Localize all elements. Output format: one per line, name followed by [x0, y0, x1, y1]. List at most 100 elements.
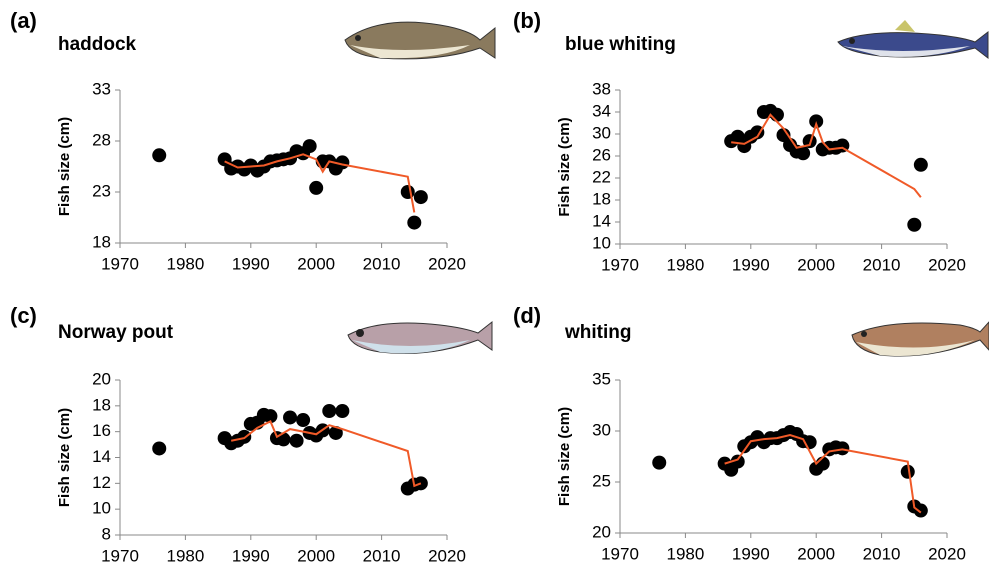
y-axis-label: Fish size (cm) [56, 117, 73, 216]
y-tick-label: 34 [592, 101, 611, 120]
y-axis-label: Fish size (cm) [556, 407, 573, 506]
trend-line [724, 434, 922, 514]
y-tick-label: 8 [102, 524, 111, 543]
x-tick-label: 1990 [232, 254, 270, 273]
data-point [400, 185, 415, 199]
data-point [328, 425, 343, 440]
y-tick-label: 30 [592, 420, 611, 439]
x-tick-label: 2010 [863, 255, 901, 274]
data-point [407, 215, 422, 230]
panel-label: (d) [513, 303, 541, 328]
fish-illustration [347, 320, 493, 354]
data-point [835, 441, 850, 456]
data-point [900, 464, 915, 479]
data-point [796, 146, 811, 161]
data-point [335, 404, 350, 418]
panel-title: blue whiting [565, 34, 676, 55]
x-tick-label: 2020 [428, 254, 466, 273]
data-point [152, 441, 167, 456]
data-point [276, 432, 291, 447]
trend-line [224, 153, 416, 213]
x-tick-label: 1980 [166, 254, 204, 273]
y-axis-label: Fish size (cm) [556, 117, 573, 216]
fish-illustration [837, 20, 989, 60]
y-tick-label: 25 [592, 471, 611, 490]
y-tick-label: 33 [92, 79, 111, 98]
fish-illustration [344, 21, 496, 60]
x-tick-label: 2010 [363, 254, 401, 273]
data-point [322, 404, 337, 418]
x-tick-label: 2020 [928, 544, 966, 563]
x-tick-label: 1980 [666, 544, 704, 563]
y-tick-label: 14 [92, 447, 111, 466]
trend-line [230, 419, 422, 488]
trend-line [731, 113, 922, 198]
data-point [776, 128, 791, 143]
fish-illustration [851, 321, 989, 357]
data-point [263, 409, 278, 424]
y-tick-label: 26 [592, 145, 611, 164]
x-tick-label: 1980 [666, 255, 704, 274]
data-point [913, 157, 928, 172]
y-tick-label: 10 [592, 233, 611, 252]
data-point [296, 413, 311, 428]
data-point [802, 134, 817, 149]
x-tick-label: 2000 [297, 546, 335, 565]
panel-title: whiting [564, 322, 631, 343]
y-tick-label: 14 [592, 211, 611, 230]
y-tick-label: 30 [592, 123, 611, 142]
y-tick-label: 18 [92, 232, 111, 251]
x-tick-label: 1970 [101, 254, 139, 273]
y-tick-label: 20 [92, 369, 111, 388]
y-tick-label: 38 [592, 79, 611, 98]
data-point [730, 454, 745, 469]
x-tick-label: 2010 [863, 544, 901, 563]
data-point [152, 148, 167, 163]
y-tick-label: 18 [92, 395, 111, 414]
data-point [907, 217, 922, 232]
panel-title: haddock [58, 34, 137, 55]
data-point [750, 125, 765, 140]
x-tick-label: 1990 [732, 255, 770, 274]
y-tick-label: 22 [592, 167, 611, 186]
x-tick-label: 1970 [601, 255, 639, 274]
data-point [652, 455, 667, 470]
x-tick-label: 2020 [428, 546, 466, 565]
data-point [913, 503, 928, 518]
y-tick-label: 23 [92, 181, 111, 200]
x-tick-label: 1990 [732, 544, 770, 563]
data-point [302, 139, 317, 154]
y-axis-label: Fish size (cm) [56, 408, 73, 507]
x-tick-label: 2000 [797, 255, 835, 274]
x-tick-label: 1980 [166, 546, 204, 565]
data-point [413, 190, 428, 205]
data-point [237, 429, 252, 444]
x-tick-label: 1990 [232, 546, 270, 565]
panel: (c) Norway pout Fish size (cm) 8 10 12 14 16 18 2… [10, 303, 466, 566]
x-tick-label: 2000 [297, 254, 335, 273]
y-tick-label: 10 [92, 499, 111, 518]
y-tick-label: 20 [592, 522, 611, 541]
data-point [283, 410, 298, 425]
panel-label: (c) [10, 303, 37, 328]
data-point [309, 180, 324, 195]
panel: (b) blue whiting Fish size (cm) 10 14 18 22 26 3… [513, 8, 966, 275]
data-point [769, 107, 784, 122]
data-point [289, 433, 304, 448]
y-tick-label: 18 [592, 189, 611, 208]
panel-label: (a) [10, 8, 37, 33]
panel-label: (b) [513, 8, 541, 33]
x-tick-label: 2000 [797, 544, 835, 563]
y-tick-label: 12 [92, 473, 111, 492]
x-tick-label: 2020 [928, 255, 966, 274]
x-tick-label: 2010 [363, 546, 401, 565]
x-tick-label: 1970 [101, 546, 139, 565]
panel-title: Norway pout [58, 322, 174, 343]
x-tick-label: 1970 [601, 544, 639, 563]
panel: (d) whiting Fish size (cm) 20 25 30 35 1970 1980… [513, 303, 966, 564]
y-tick-label: 28 [92, 130, 111, 149]
panel: (a) haddock Fish size (cm) 18 23 28 33 1970 1980… [10, 8, 466, 274]
y-tick-label: 35 [592, 369, 611, 388]
